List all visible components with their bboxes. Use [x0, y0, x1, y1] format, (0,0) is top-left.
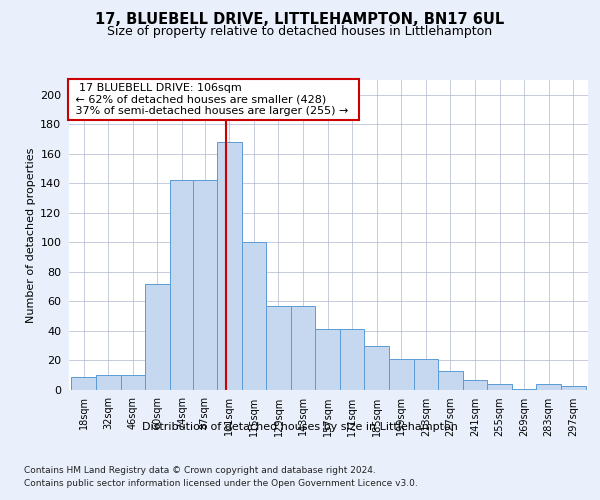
Bar	[463, 380, 487, 390]
Text: Contains HM Land Registry data © Crown copyright and database right 2024.: Contains HM Land Registry data © Crown c…	[24, 466, 376, 475]
Bar	[217, 142, 242, 390]
Bar	[561, 386, 586, 390]
Bar	[145, 284, 170, 390]
Text: Size of property relative to detached houses in Littlehampton: Size of property relative to detached ho…	[107, 25, 493, 38]
Bar	[512, 388, 536, 390]
Bar	[193, 180, 217, 390]
Bar	[121, 375, 145, 390]
Text: 17, BLUEBELL DRIVE, LITTLEHAMPTON, BN17 6UL: 17, BLUEBELL DRIVE, LITTLEHAMPTON, BN17 …	[95, 12, 505, 28]
Bar	[413, 359, 438, 390]
Text: Contains public sector information licensed under the Open Government Licence v3: Contains public sector information licen…	[24, 479, 418, 488]
Bar	[96, 375, 121, 390]
Text: 17 BLUEBELL DRIVE: 106sqm
 ← 62% of detached houses are smaller (428)
 37% of se: 17 BLUEBELL DRIVE: 106sqm ← 62% of detac…	[71, 83, 355, 116]
Bar	[291, 306, 316, 390]
Bar	[364, 346, 389, 390]
Bar	[438, 371, 463, 390]
Bar	[170, 180, 194, 390]
Bar	[316, 330, 340, 390]
Bar	[536, 384, 561, 390]
Bar	[242, 242, 266, 390]
Bar	[389, 359, 413, 390]
Text: Distribution of detached houses by size in Littlehampton: Distribution of detached houses by size …	[142, 422, 458, 432]
Bar	[266, 306, 291, 390]
Bar	[71, 376, 96, 390]
Bar	[340, 330, 364, 390]
Bar	[487, 384, 512, 390]
Y-axis label: Number of detached properties: Number of detached properties	[26, 148, 36, 322]
